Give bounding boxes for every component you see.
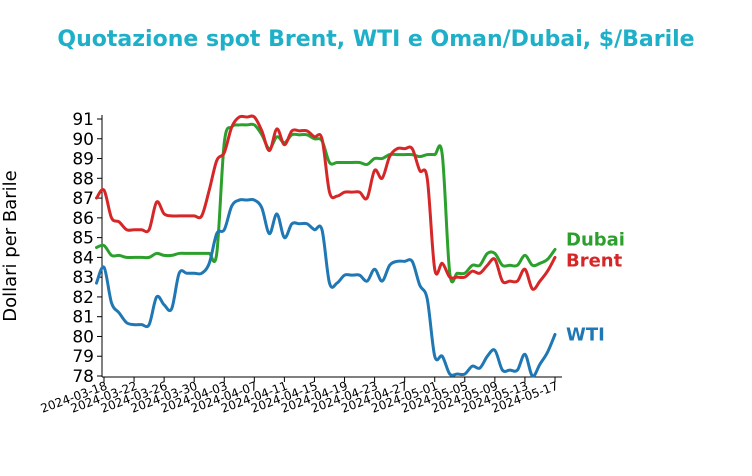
y-tick-label: 79 (72, 347, 94, 367)
y-tick-label: 91 (72, 110, 94, 130)
series-label-dubai: Dubai (566, 229, 625, 250)
y-tick-label: 83 (72, 268, 94, 288)
axes: 78798081828384858687888990912024-03-1820… (39, 110, 562, 416)
series-line-wti (94, 197, 557, 378)
y-tick-label: 84 (72, 248, 94, 268)
y-tick-label: 90 (72, 130, 94, 150)
y-tick-label: 80 (72, 327, 94, 347)
y-tick-label: 87 (72, 189, 94, 209)
y-axis-label: Dollari per Barile (0, 170, 21, 322)
y-tick-label: 85 (72, 229, 94, 249)
y-tick-label: 78 (72, 367, 94, 387)
series-lines (94, 114, 557, 378)
series-label-wti: WTI (566, 324, 605, 345)
y-tick-label: 82 (72, 288, 94, 308)
y-tick-label: 86 (72, 209, 94, 229)
series-line-brent (94, 114, 557, 291)
series-line-dubai (94, 122, 557, 284)
series-label-brent: Brent (566, 250, 623, 271)
chart-title: Quotazione spot Brent, WTI e Oman/Dubai,… (57, 27, 694, 52)
y-tick-label: 88 (72, 169, 94, 189)
y-tick-label: 89 (72, 150, 94, 170)
y-tick-label: 81 (72, 308, 94, 328)
